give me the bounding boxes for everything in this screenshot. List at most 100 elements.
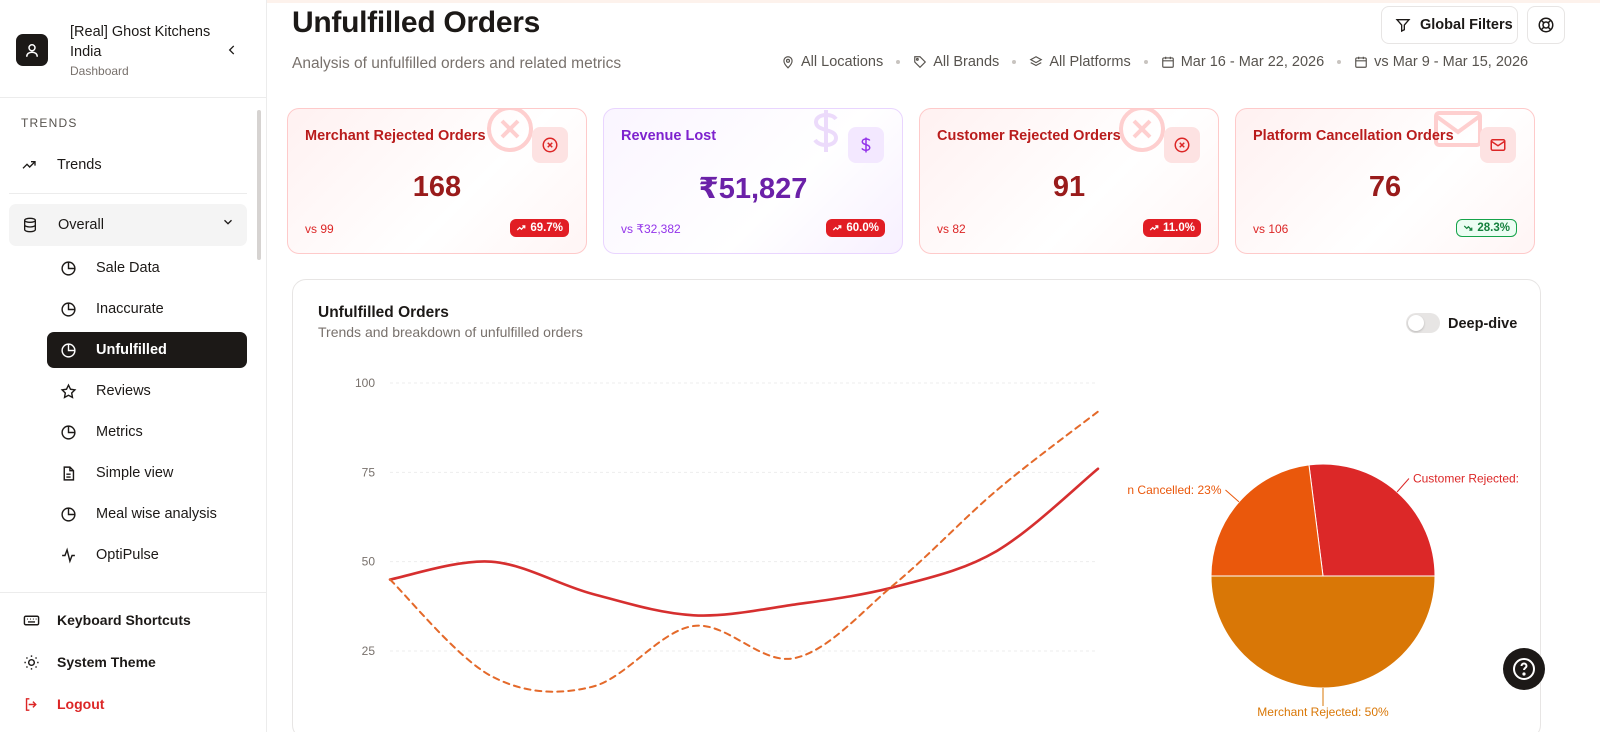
- sidebar-item-label: Simple view: [96, 465, 174, 481]
- keyboard-icon: [21, 610, 41, 630]
- kpi-change: 60.0%: [846, 222, 879, 234]
- pie-chart-icon: [58, 340, 78, 360]
- pie-slice-platform-cancelled: [1210, 464, 1324, 577]
- x-circle-icon: [1164, 127, 1200, 163]
- x-circle-watermark-icon: [487, 109, 533, 152]
- separator-dot: [1337, 60, 1342, 64]
- sidebar: [Real] Ghost Kitchens India Dashboard TR…: [0, 0, 267, 732]
- sidebar-item-trends[interactable]: Trends: [13, 147, 102, 183]
- logout-button[interactable]: Logout: [13, 686, 104, 722]
- page-subtitle: Analysis of unfulfilled orders and relat…: [292, 55, 622, 72]
- tag-icon: [914, 56, 927, 69]
- kpi-comparison: vs 82: [937, 222, 966, 236]
- kpi-value: ₹51,827: [698, 173, 808, 205]
- document-icon: [58, 463, 78, 483]
- brand-subtitle: Dashboard: [70, 64, 129, 78]
- sidebar-item-metrics[interactable]: Metrics: [47, 414, 247, 450]
- sun-icon: [21, 652, 41, 672]
- unfulfilled-orders-chart-card: Unfulfilled Orders Trends and breakdown …: [292, 279, 1541, 732]
- deep-dive-label: Deep-dive: [1448, 316, 1518, 332]
- mail-watermark-icon: [1434, 111, 1482, 147]
- pulse-icon: [58, 545, 78, 565]
- main-content: Unfulfilled Orders Analysis of unfulfill…: [267, 0, 1600, 732]
- kpi-card-revenue-lost[interactable]: Revenue Lost ₹51,827 vs ₹32,382 60.0%: [603, 108, 903, 254]
- sidebar-scrollbar[interactable]: [256, 100, 262, 580]
- kpi-card-merchant-rejected[interactable]: Merchant Rejected Orders 168 vs 99 69.7%: [287, 108, 587, 254]
- pie-slice-merchant-rejected: [1210, 575, 1436, 689]
- sidebar-item-label: Trends: [57, 157, 102, 173]
- brand-title: [Real] Ghost Kitchens India: [70, 24, 211, 60]
- kpi-comparison: vs 99: [305, 222, 334, 236]
- kpi-title: Revenue Lost: [621, 128, 717, 144]
- sidebar-item-label: Meal wise analysis: [96, 506, 217, 522]
- date-range-filter[interactable]: Mar 16 - Mar 22, 2026: [1161, 54, 1324, 70]
- brand-header: [Real] Ghost Kitchens India Dashboard: [16, 22, 252, 86]
- trend-up-icon: [1149, 225, 1159, 231]
- layers-icon: [1029, 56, 1043, 67]
- separator-dot: [1143, 60, 1148, 64]
- kpi-card-platform-cancellation[interactable]: Platform Cancellation Orders 76 vs 106 2…: [1235, 108, 1535, 254]
- sidebar-item-label: Inaccurate: [96, 301, 164, 317]
- sidebar-item-optipulse[interactable]: OptiPulse: [47, 537, 247, 573]
- trend-up-icon: [833, 225, 842, 231]
- pie-chart-icon: [58, 258, 78, 278]
- compare-range-filter[interactable]: vs Mar 9 - Mar 15, 2026: [1354, 54, 1528, 70]
- separator-dot: [896, 60, 901, 64]
- sidebar-item-label: Unfulfilled: [96, 342, 167, 358]
- locations-label: All Locations: [801, 54, 884, 70]
- sidebar-item-reviews[interactable]: Reviews: [47, 373, 247, 409]
- kpi-title: Merchant Rejected Orders: [305, 128, 486, 144]
- location-filter[interactable]: All Locations: [781, 54, 883, 70]
- kpi-value: 168: [412, 171, 462, 203]
- pie-label-platform-cancelled: n Cancelled: 23%: [1127, 483, 1221, 497]
- kpi-change-badge: 69.7%: [510, 219, 569, 237]
- collapse-sidebar-button[interactable]: [222, 40, 242, 60]
- deep-dive-toggle[interactable]: [1406, 313, 1440, 333]
- unfulfilled-orders-chart: 25 50 75 100 Customer Rejected: n Cancelled: …: [355, 376, 1519, 719]
- pie-chart-icon: [58, 299, 78, 319]
- kpi-comparison: vs 106: [1253, 222, 1289, 236]
- sidebar-item-inaccurate[interactable]: Inaccurate: [47, 291, 247, 327]
- star-icon: [58, 381, 78, 401]
- x-circle-icon: [532, 127, 568, 163]
- calendar-icon: [1355, 56, 1368, 68]
- sidebar-item-overall[interactable]: Overall: [9, 204, 247, 246]
- divider: [0, 592, 266, 593]
- brand-filter[interactable]: All Brands: [913, 54, 999, 70]
- system-theme-label: System Theme: [57, 654, 156, 670]
- system-theme-button[interactable]: System Theme: [13, 644, 156, 680]
- kpi-card-customer-rejected[interactable]: Customer Rejected Orders 91 vs 82 11.0%: [919, 108, 1219, 254]
- dollar-icon: [848, 127, 884, 163]
- help-button[interactable]: [1503, 648, 1545, 690]
- brands-label: All Brands: [933, 54, 1000, 70]
- calendar-icon: [1161, 56, 1174, 68]
- global-filters-button[interactable]: Global Filters: [1381, 6, 1518, 44]
- kpi-change-badge: 28.3%: [1456, 219, 1517, 237]
- keyboard-shortcuts-button[interactable]: Keyboard Shortcuts: [13, 602, 191, 638]
- map-pin-icon: [783, 56, 793, 69]
- keyboard-shortcuts-label: Keyboard Shortcuts: [57, 612, 191, 628]
- kpi-title: Platform Cancellation Orders: [1253, 128, 1454, 144]
- sidebar-item-sale-data[interactable]: Sale Data: [47, 250, 247, 286]
- y-tick-label: 25: [362, 644, 376, 658]
- pie-chart-icon: [58, 504, 78, 524]
- sidebar-item-meal-wise-analysis[interactable]: Meal wise analysis: [47, 496, 247, 532]
- pie-label-merchant-rejected: Merchant Rejected: 50%: [1257, 705, 1389, 719]
- trend-up-icon: [517, 225, 526, 231]
- y-tick-label: 75: [362, 465, 376, 479]
- sidebar-item-unfulfilled[interactable]: Unfulfilled: [47, 332, 247, 368]
- platforms-label: All Platforms: [1049, 54, 1131, 70]
- divider: [9, 193, 247, 194]
- kpi-change: 69.7%: [530, 222, 563, 234]
- logout-icon: [21, 694, 41, 714]
- kpi-change-badge: 60.0%: [826, 219, 885, 237]
- platform-filter[interactable]: All Platforms: [1029, 54, 1131, 70]
- kpi-title: Customer Rejected Orders: [937, 128, 1121, 144]
- y-tick-label: 100: [355, 376, 375, 390]
- x-circle-watermark-icon: [1119, 109, 1165, 152]
- pie-label-customer-rejected: Customer Rejected:: [1413, 471, 1519, 485]
- sidebar-item-simple-view[interactable]: Simple view: [47, 455, 247, 491]
- pie-leader-line: [1396, 478, 1410, 493]
- chevron-down-icon: [221, 215, 235, 233]
- support-button[interactable]: [1527, 6, 1565, 44]
